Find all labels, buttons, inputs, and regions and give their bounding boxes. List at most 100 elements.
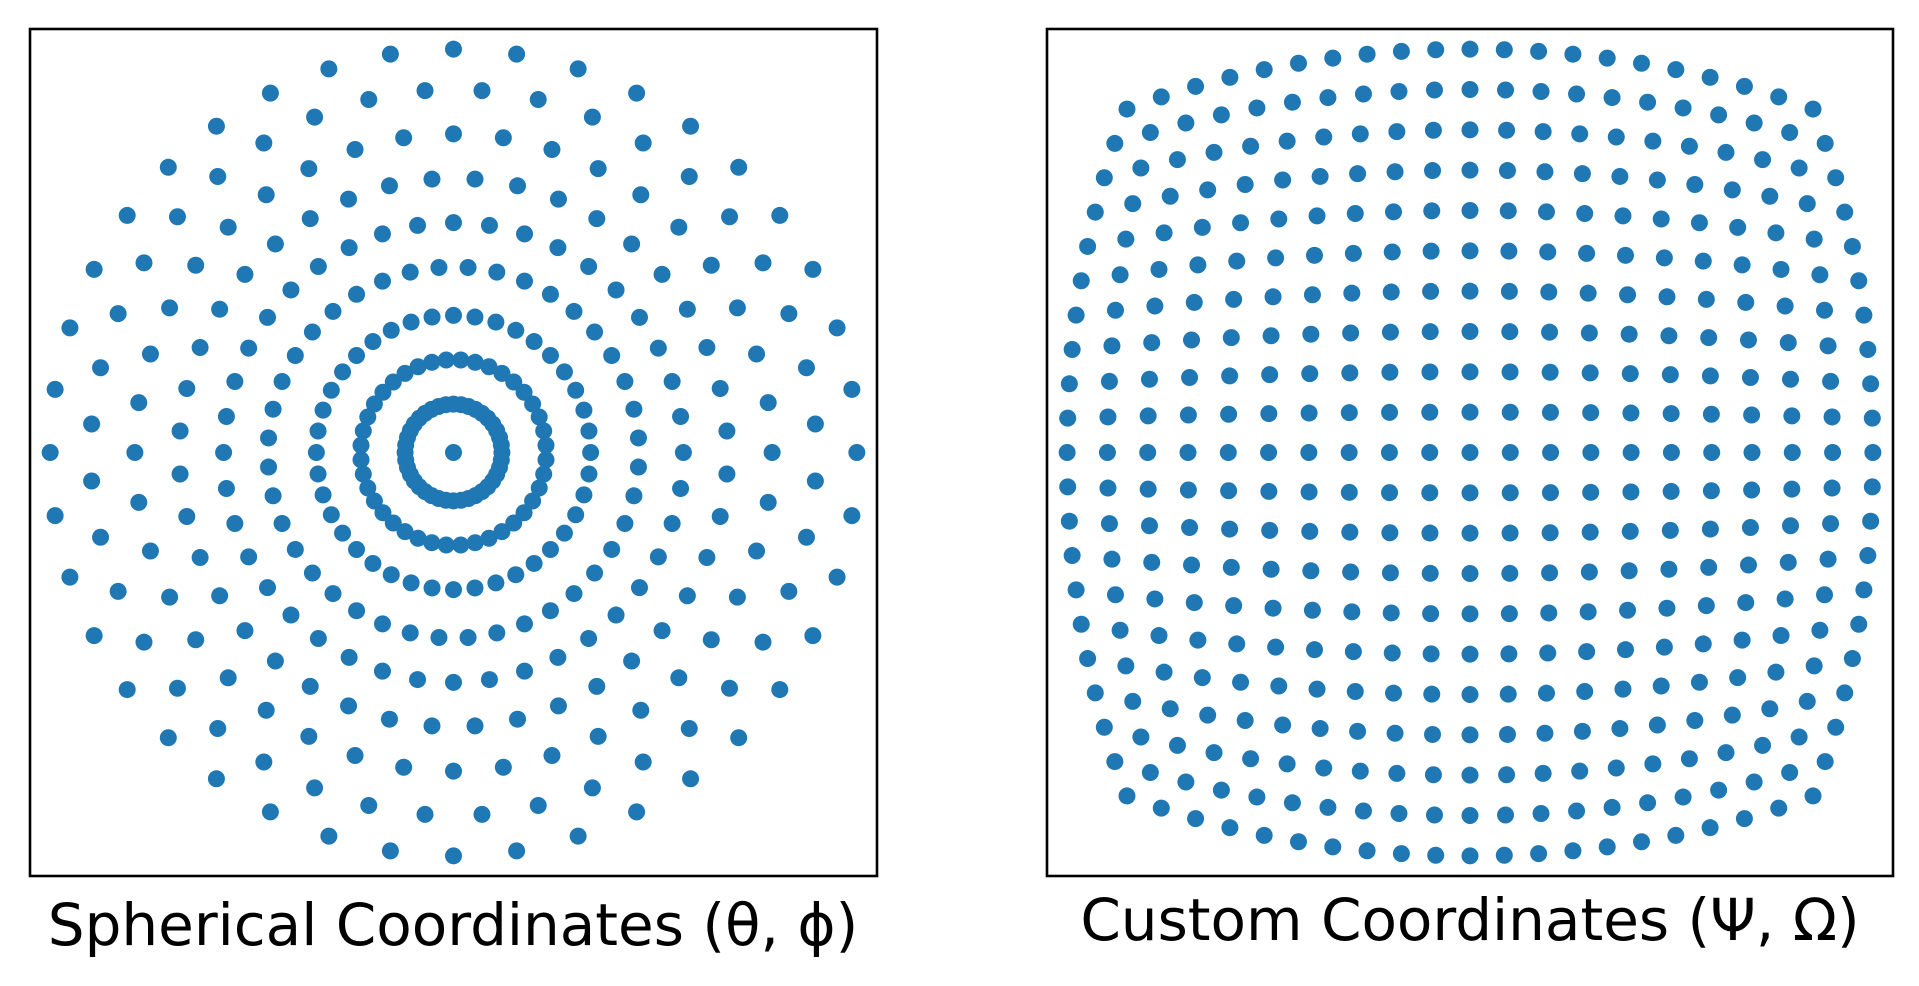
data-point [543,140,561,158]
data-point [303,564,321,582]
data-point [508,45,526,63]
data-point [1278,755,1296,773]
data-point [1117,230,1135,248]
data-point [1582,404,1600,422]
data-point [1161,187,1179,205]
data-point [1816,753,1834,771]
data-point [529,91,547,109]
data-point [1141,764,1159,782]
data-point [1095,718,1113,736]
data-point [1270,677,1288,695]
data-point [1779,553,1797,571]
data-point [1351,762,1369,780]
data-point [1611,720,1629,738]
data-point [1761,700,1779,718]
data-point [1385,684,1403,702]
data-point [324,585,342,603]
data-point [466,579,484,597]
data-point [1315,128,1333,146]
data-point [257,701,275,719]
data-point [402,313,420,331]
data-point [445,581,462,599]
data-point [1614,680,1632,698]
data-point [1060,375,1078,393]
data-point [1542,444,1560,461]
spherical-coordinates-panel: Spherical Coordinates (θ, ϕ) [28,27,879,959]
data-point [565,585,583,603]
data-point [1060,512,1078,530]
data-point [603,540,621,558]
data-point [1723,181,1741,199]
data-point [1140,370,1158,388]
data-point [1139,480,1157,498]
data-point [1152,88,1170,106]
data-point [1306,641,1323,659]
data-point [1564,45,1582,63]
data-point [1495,846,1513,864]
data-point [1497,81,1515,99]
data-point [1710,781,1728,799]
data-point [1205,143,1223,161]
data-point [1063,547,1081,565]
data-point [1225,597,1243,615]
data-point [507,321,525,339]
data-point [1179,406,1197,424]
data-point [541,285,559,303]
data-point [340,648,358,666]
data-point [649,548,667,566]
data-point [1745,114,1763,132]
data-point [1421,403,1439,421]
data-point [607,606,625,624]
data-point [83,415,101,433]
data-point [1222,558,1240,576]
data-point [159,729,177,747]
data-point [1568,802,1586,820]
data-point [509,177,527,195]
data-point [603,347,621,365]
data-point [217,479,235,497]
data-point [1189,631,1207,649]
data-point [1530,42,1548,60]
data-point [286,347,304,365]
data-point [240,548,258,566]
data-point [1106,301,1124,319]
data-point [555,524,573,542]
data-point [1392,845,1410,863]
data-point [1346,205,1364,223]
data-point [141,542,159,560]
data-point [1745,773,1763,791]
data-point [672,408,690,426]
data-point [1863,409,1881,427]
data-point [1302,562,1320,580]
data-point [1781,123,1799,141]
data-point [1579,284,1597,302]
data-point [1578,643,1596,661]
data-point [1187,77,1205,95]
data-point [1390,805,1408,822]
data-point [1579,603,1597,621]
data-point [1639,794,1657,812]
data-point [1150,260,1168,278]
data-point [1741,519,1759,537]
data-point [1461,807,1479,824]
data-point [804,627,822,645]
data-point [1141,123,1159,141]
data-point [1106,586,1124,604]
data-point [682,770,700,788]
data-point [360,91,378,109]
data-point [1324,49,1342,67]
data-point [588,210,606,228]
data-point [1776,590,1794,608]
data-point [266,235,284,253]
data-point [1261,521,1279,539]
data-point [359,408,377,426]
data-point [1859,547,1877,565]
data-point [1392,42,1410,60]
data-point [286,540,304,558]
data-point [1564,842,1582,860]
data-point [1843,237,1861,255]
data-point [423,353,441,371]
data-point [1461,524,1479,542]
data-point [1303,286,1321,304]
data-point [309,422,327,440]
